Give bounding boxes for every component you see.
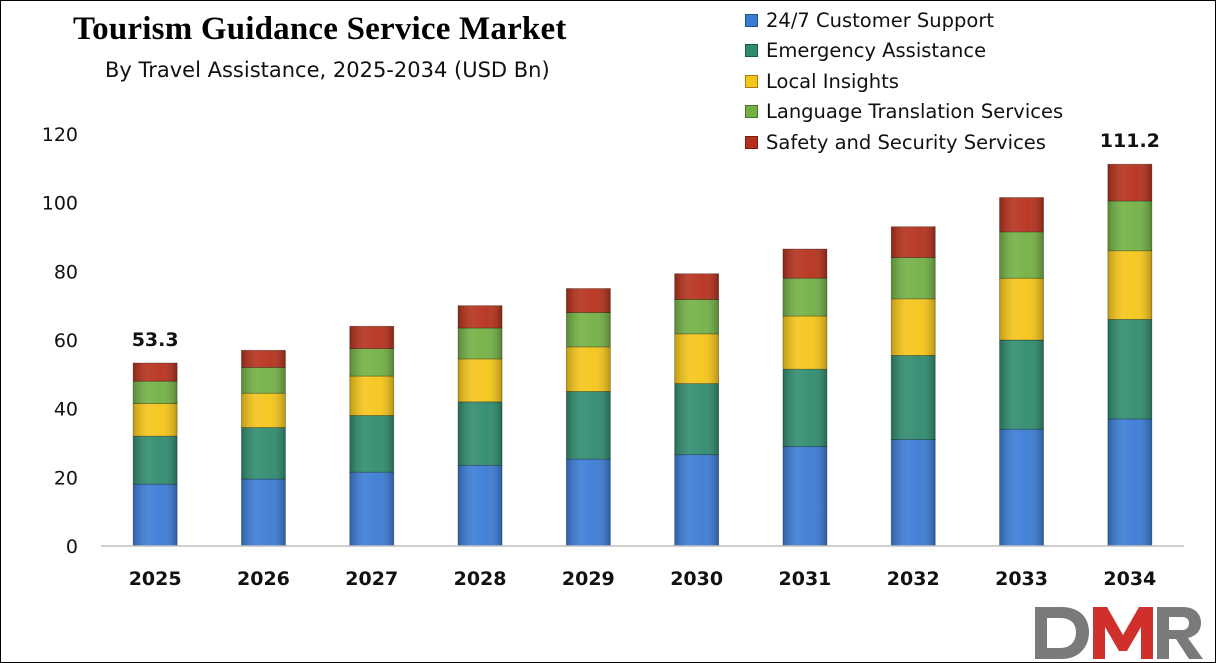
legend-item: Local Insights <box>745 66 1063 97</box>
legend-item: Safety and Security Services <box>745 127 1063 158</box>
bar-segment-shading <box>458 401 503 466</box>
bar-segment-shading <box>349 348 394 377</box>
bar-segment-shading <box>1107 250 1152 320</box>
legend-label: Safety and Security Services <box>766 130 1046 154</box>
bar-segment-shading <box>133 381 178 404</box>
chart-title: Tourism Guidance Service Market <box>73 11 567 47</box>
bar-segment-shading <box>891 298 936 356</box>
y-tick-label: 100 <box>42 193 78 215</box>
bar-segment-shading <box>566 346 611 392</box>
chart-legend: 24/7 Customer Support Emergency Assistanc… <box>745 5 1063 158</box>
x-tick-label: 2028 <box>454 568 507 590</box>
y-tick-label: 60 <box>54 330 78 352</box>
bar-segment-shading <box>674 299 719 334</box>
y-tick-label: 20 <box>54 467 78 489</box>
total-data-label: 53.3 <box>132 329 179 351</box>
bar-segment-shading <box>674 383 719 455</box>
legend-swatch <box>745 135 758 149</box>
legend-item: Language Translation Services <box>745 97 1063 128</box>
bar-segment-shading <box>674 273 719 300</box>
bar-segment-shading <box>458 358 503 402</box>
x-tick-label: 2027 <box>345 568 398 590</box>
bar-segment-shading <box>566 288 611 313</box>
y-tick-label: 0 <box>66 536 78 558</box>
x-tick-label: 2026 <box>237 568 290 590</box>
legend-label: Emergency Assistance <box>766 39 987 63</box>
bar-segment-shading <box>999 429 1044 546</box>
bar-segment-shading <box>133 363 178 382</box>
bar-segment-shading <box>1107 319 1152 419</box>
bar-segment-shading <box>566 391 611 460</box>
bar-segment-shading <box>566 459 611 546</box>
y-tick-label: 40 <box>54 399 78 421</box>
bar-segment-shading <box>782 369 827 447</box>
bar-segment-shading <box>999 278 1044 340</box>
bar-segment-shading <box>241 479 286 546</box>
bar-segment-shading <box>133 436 178 485</box>
bar-segment-shading <box>782 249 827 279</box>
x-axis: 2025 2026 2027 2028 2029 2030 2031 2032 2033 2034 <box>101 545 1184 590</box>
bar-segment-shading <box>241 393 286 428</box>
bar-segment-shading <box>566 312 611 347</box>
legend-swatch <box>745 105 758 119</box>
x-tick-label: 2033 <box>995 568 1048 590</box>
bar-segment-shading <box>349 415 394 473</box>
bar-segment-shading <box>891 355 936 440</box>
bar-segment-shading <box>891 439 936 546</box>
legend-label: Language Translation Services <box>766 100 1064 124</box>
legend-item: Emergency Assistance <box>745 36 1063 67</box>
bar-stacks <box>132 163 1153 547</box>
y-tick-label: 120 <box>42 124 78 146</box>
x-tick-label: 2025 <box>129 568 182 590</box>
bar-segment-shading <box>1107 164 1152 201</box>
bar-segment-shading <box>891 226 936 258</box>
bar-segment-shading <box>999 231 1044 279</box>
legend-item: 24/7 Customer Support <box>745 5 1063 36</box>
logo-letter-m <box>1093 607 1153 659</box>
bar-segment-shading <box>349 326 394 349</box>
logo-letter-d <box>1035 607 1089 659</box>
y-tick-label: 80 <box>54 261 78 283</box>
x-tick-label: 2031 <box>779 568 832 590</box>
bar-segment-shading <box>241 367 286 394</box>
x-tick-label: 2029 <box>562 568 615 590</box>
bar-segment-shading <box>674 333 719 384</box>
bar-segment-shading <box>782 446 827 546</box>
legend-swatch <box>745 74 758 88</box>
legend-swatch <box>745 13 758 27</box>
bar-segment-shading <box>999 340 1044 430</box>
bar-segment-shading <box>133 484 178 546</box>
bar-segment-shading <box>241 427 286 480</box>
bar-segment-shading <box>891 257 936 299</box>
bar-segment-shading <box>458 327 503 359</box>
bar-segment-shading <box>458 465 503 546</box>
bar-segment-shading <box>241 350 286 368</box>
dmr-logo <box>1035 607 1203 659</box>
x-tick-label: 2030 <box>670 568 723 590</box>
bar-segment-shading <box>782 278 827 316</box>
bar-segment-shading <box>1107 418 1152 546</box>
total-data-label: 111.2 <box>1100 130 1160 152</box>
x-tick-label: 2032 <box>887 568 940 590</box>
chart-subtitle: By Travel Assistance, 2025-2034 (USD Bn) <box>105 58 550 82</box>
logo-letter-r <box>1157 607 1203 659</box>
bar-segment-shading <box>458 305 503 328</box>
bar-segment-shading <box>349 376 394 416</box>
bar-segment-shading <box>999 197 1044 232</box>
bar-segment-shading <box>349 472 394 546</box>
x-tick-label: 2034 <box>1103 568 1156 590</box>
legend-label: Local Insights <box>766 69 899 93</box>
legend-label: 24/7 Customer Support <box>766 8 994 32</box>
legend-swatch <box>745 44 758 58</box>
total-data-labels: 53.3 111.2 <box>132 130 1160 351</box>
y-axis: 0 20 40 60 80 100 120 <box>42 124 78 558</box>
bar-segment-shading <box>1107 200 1152 251</box>
bar-segment-shading <box>674 454 719 546</box>
bar-segment-shading <box>782 315 827 370</box>
bar-segment-shading <box>133 403 178 437</box>
